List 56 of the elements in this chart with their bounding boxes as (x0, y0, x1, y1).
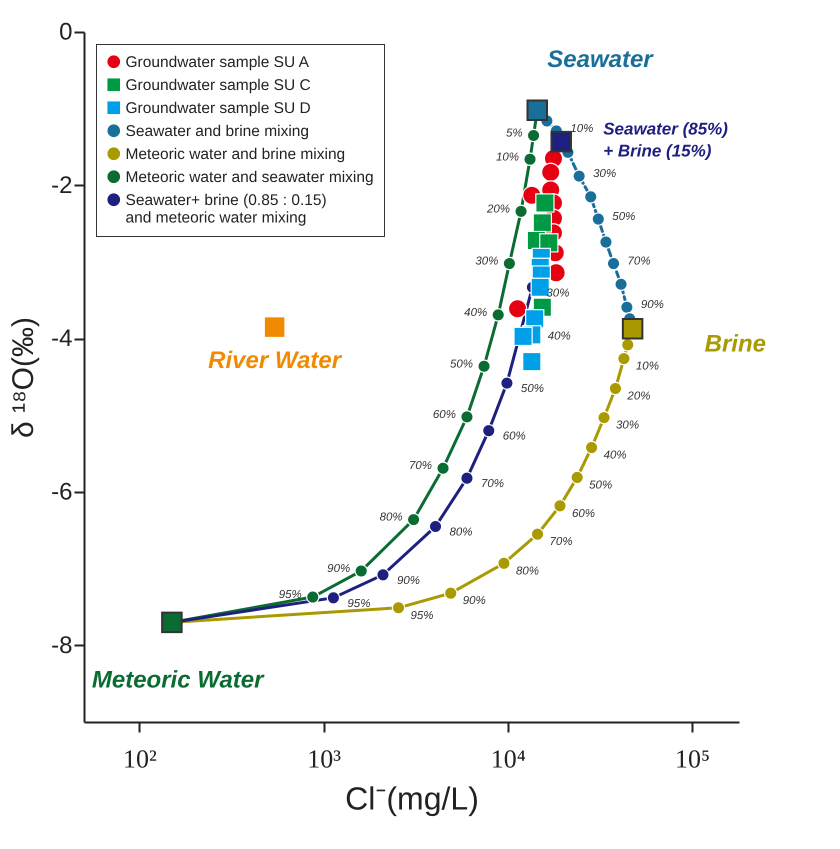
annotation: 70% (480, 478, 504, 490)
annotation: 20% (626, 390, 650, 402)
legend-label: Meteoric water and seawater mixing (126, 168, 374, 186)
y-axis-title: δ ¹⁸O(‰) (7, 317, 40, 438)
annotation: 90% (327, 562, 350, 575)
annotation: 50% (589, 479, 612, 492)
x-tick-label: 10⁵ (674, 744, 710, 774)
annotation: 95% (278, 589, 302, 602)
annotation: 95% (410, 610, 434, 622)
annotation: 10% (496, 151, 520, 164)
y-tick-label: -4 (51, 325, 72, 352)
annotation: 40% (464, 306, 488, 319)
x-tick-label: 10³ (307, 744, 342, 774)
annotation: 70% (409, 460, 432, 472)
annotation: 90% (462, 595, 486, 608)
annotation: 50% (612, 211, 636, 224)
annotation: 40% (548, 330, 571, 343)
annotation: 10% (636, 360, 659, 373)
series-label: Seawater (547, 46, 654, 74)
annotation: 60% (432, 408, 456, 421)
y-tick-label: -2 (51, 172, 72, 199)
annotation: 80% (450, 526, 473, 538)
annotation: 30% (616, 420, 640, 432)
x-tick-label: 10⁴ (490, 744, 526, 774)
annotation: 5% (506, 128, 523, 140)
annotation: 90% (640, 299, 664, 312)
legend-label: Seawater and brine mixing (126, 122, 310, 140)
text: Brine (704, 330, 766, 358)
annotation: 50% (450, 358, 474, 370)
y-tick-label: -6 (51, 478, 72, 506)
series-label: Meteoric Water (92, 666, 266, 694)
series-label: Seawater (85%) + Brine (15%) (603, 120, 728, 161)
annotation: 70% (628, 256, 651, 268)
legend-label: Seawater+ brine (0.85 : 0.15) and meteoric water mixing (126, 192, 327, 226)
annotation: 90% (396, 574, 420, 587)
legend-label: Meteoric water and brine mixing (126, 146, 346, 163)
annotation: 80% (380, 512, 403, 524)
y-tick-label: 0 (59, 18, 72, 46)
legend-label: Groundwater sample SU D (126, 100, 311, 117)
series-label: River Water (208, 347, 343, 374)
annotation: 10% (570, 122, 594, 135)
y-tick-label: -8 (51, 632, 72, 659)
annotation: 30% (475, 256, 498, 268)
annotation: 20% (486, 203, 510, 216)
annotation: 95% (347, 598, 370, 610)
annotation: 80% (516, 565, 539, 578)
annotation: 60% (572, 508, 596, 520)
annotation: 30% (593, 168, 616, 180)
annotation: 50% (520, 383, 544, 396)
legend-label: Groundwater sample SU A (126, 54, 310, 71)
annotation: 40% (604, 450, 627, 462)
legend-label: Groundwater sample SU C (126, 76, 311, 94)
annotation: 60% (502, 430, 526, 443)
x-tick-label: 10² (123, 744, 158, 774)
annotation: 70% (550, 536, 573, 548)
x-axis-title: Cl⁻(mg/L) (345, 780, 479, 816)
